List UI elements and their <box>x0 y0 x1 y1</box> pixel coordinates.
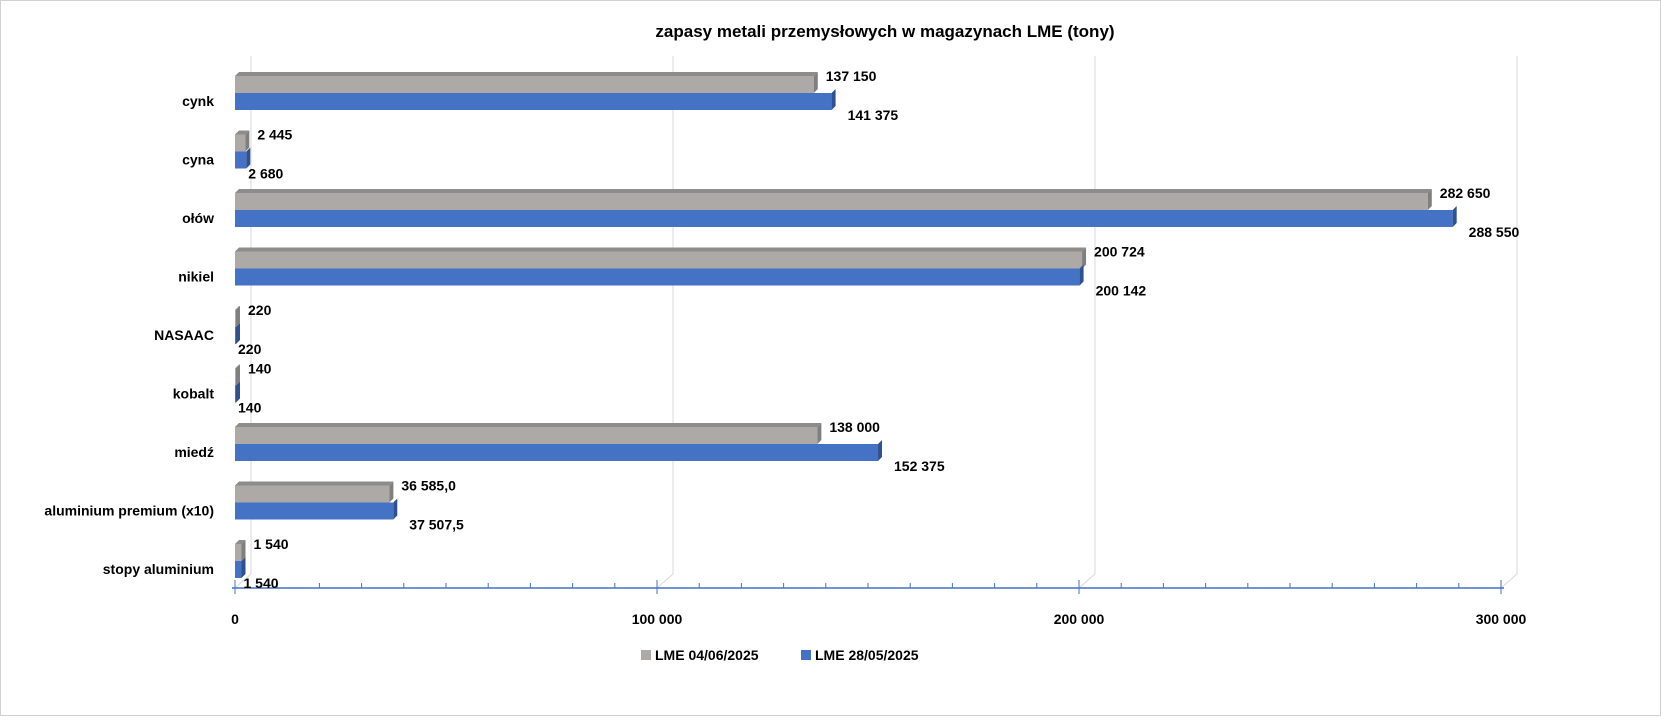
bar <box>235 76 814 93</box>
bar <box>235 444 879 461</box>
legend-label: LME 28/05/2025 <box>815 647 919 663</box>
x-tick-label: 100 000 <box>632 611 683 627</box>
bar-side <box>1452 206 1457 227</box>
category-label: aluminium premium (x10) <box>44 503 214 519</box>
bar-side <box>236 306 240 327</box>
bar <box>235 485 390 503</box>
bar-side <box>393 498 398 520</box>
x-tick-label: 200 000 <box>1054 611 1105 627</box>
chart-title: zapasy metali przemysłowych w magazynach… <box>655 22 1114 41</box>
bar-top <box>235 247 1087 252</box>
gridlines <box>234 56 1518 589</box>
gridline <box>1500 56 1518 589</box>
bar <box>235 93 832 110</box>
bar-side <box>1082 247 1087 269</box>
gridline <box>656 56 674 589</box>
bar-top <box>235 72 818 76</box>
bar-side <box>241 557 246 578</box>
data-label: 138 000 <box>829 419 880 435</box>
data-label: 1 540 <box>253 536 288 552</box>
data-label: 36 585,0 <box>401 478 456 494</box>
x-axis: 0 100 000 200 000 300 000 <box>231 580 1527 627</box>
bar <box>235 368 236 386</box>
bar-top <box>235 423 822 427</box>
data-label: 220 <box>238 341 262 357</box>
data-label: 37 507,5 <box>409 517 464 533</box>
data-label: 1 540 <box>243 575 278 591</box>
category-label: NASAAC <box>154 327 214 343</box>
bar-side <box>236 381 240 403</box>
gridline <box>1078 56 1096 589</box>
bar <box>235 268 1080 286</box>
data-label: 200 724 <box>1094 244 1145 260</box>
data-label: 282 650 <box>1440 185 1491 201</box>
bar-side <box>1427 189 1432 210</box>
bar-top <box>235 540 246 544</box>
bar-side <box>1079 264 1084 286</box>
bar-side <box>878 440 883 461</box>
data-label: 152 375 <box>894 458 945 474</box>
bar-side <box>246 147 251 169</box>
bar-top <box>235 189 1432 193</box>
x-tick-label: 0 <box>231 611 239 627</box>
data-label: 200 142 <box>1096 283 1147 299</box>
gridline <box>234 56 252 589</box>
category-label: ołów <box>182 210 214 226</box>
bar <box>235 151 247 169</box>
data-label: 140 <box>238 400 262 416</box>
category-label: miedź <box>174 444 214 460</box>
data-label: 141 375 <box>848 107 899 123</box>
category-labels: cynk cyna ołów nikiel NASAAC kobalt miedź alumi… <box>44 93 214 577</box>
data-label: 2 680 <box>248 166 283 182</box>
bar <box>235 193 1428 210</box>
bar-side <box>236 364 240 386</box>
bar-top <box>235 481 394 486</box>
legend-swatch <box>641 650 651 660</box>
bar <box>235 427 818 444</box>
bar-side <box>813 72 818 93</box>
bar <box>235 327 236 344</box>
bar <box>235 544 242 561</box>
data-label: 2 445 <box>257 127 292 143</box>
bar-side <box>831 89 836 110</box>
category-label: cynk <box>182 93 214 109</box>
bar <box>235 251 1083 269</box>
data-label: 140 <box>248 361 272 377</box>
bar-side <box>245 130 250 152</box>
legend-label: LME 04/06/2025 <box>655 647 759 663</box>
x-tick-label: 300 000 <box>1476 611 1527 627</box>
category-label: stopy aluminium <box>103 561 214 577</box>
bar <box>235 134 246 152</box>
bar <box>235 385 236 403</box>
bar <box>235 561 242 578</box>
bar-side <box>241 540 246 561</box>
bar-side <box>389 481 394 503</box>
bar-top <box>235 306 240 310</box>
legend: LME 04/06/2025 LME 28/05/2025 <box>641 647 919 663</box>
data-label: 220 <box>248 302 272 318</box>
data-label: 137 150 <box>826 68 877 84</box>
bars: 137 150 141 375 2 445 2 680 282 650 288 550 20… <box>235 68 1520 591</box>
bar <box>235 310 236 327</box>
bar-side <box>236 323 240 344</box>
bar-top <box>235 130 250 135</box>
category-label: cyna <box>182 152 214 168</box>
legend-swatch <box>801 650 811 660</box>
category-label: nikiel <box>178 269 214 285</box>
bar <box>235 502 394 520</box>
bar <box>235 210 1453 227</box>
data-label: 288 550 <box>1469 224 1520 240</box>
category-label: kobalt <box>173 386 215 402</box>
bar-side <box>817 423 822 444</box>
bar-top <box>235 364 240 369</box>
